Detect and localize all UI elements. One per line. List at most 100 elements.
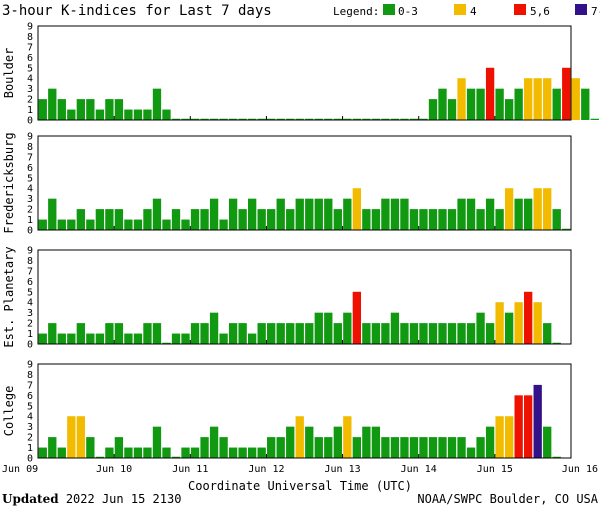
panel-1-bar-36: [381, 198, 390, 230]
panel-1-bar-52: [533, 188, 542, 230]
panel-3-y-tick-3: 3: [27, 422, 33, 433]
legend-swatch-3: [575, 4, 587, 15]
x-tick-4: Jun 13: [325, 464, 361, 475]
panel-3-bar-38: [400, 437, 409, 458]
panel-1-bar-12: [152, 198, 162, 230]
panel-2-bar-21: [238, 323, 247, 344]
panel-1-bar-46: [476, 209, 485, 230]
panel-3-bar-17: [200, 437, 209, 458]
panel-0-bar-9: [124, 109, 133, 120]
panel-2-y-tick-0: 0: [27, 340, 33, 351]
panel-3-bar-42: [438, 437, 447, 458]
panel-1-bar-28: [305, 198, 314, 230]
panel-0-bar-39: [409, 118, 419, 120]
panel-2-bar-48: [495, 302, 504, 344]
x-tick-1: Jun 10: [96, 464, 132, 475]
panel-1-bar-3: [67, 219, 76, 230]
panel-2-bar-27: [295, 323, 304, 344]
panel-0-bar-27: [295, 118, 304, 120]
panel-1-station-label: Fredericksburg: [2, 132, 16, 233]
panel-0-bar-7: [105, 99, 114, 120]
panel-1-y-tick-4: 4: [27, 184, 33, 195]
panel-2-bar-51: [524, 291, 533, 344]
panel-0-y-tick-7: 7: [27, 42, 33, 53]
panel-2-y-tick-4: 4: [27, 298, 33, 309]
panel-3-bar-13: [162, 447, 171, 458]
panel-3-bar-46: [476, 437, 485, 458]
panel-1-y-tick-9: 9: [27, 132, 33, 143]
panel-0-bar-23: [257, 118, 266, 120]
panel-0-bar-40: [419, 118, 428, 120]
panel-2-bar-39: [409, 323, 419, 344]
panel-1-bar-48: [495, 209, 504, 230]
panel-3-bar-23: [257, 447, 266, 458]
panel-0-station-label: Boulder: [2, 48, 16, 99]
panel-3-bar-52: [533, 384, 542, 458]
panel-0-bar-6: [95, 109, 105, 120]
panel-3-bar-51: [524, 395, 533, 458]
panel-2-bar-6: [95, 333, 105, 344]
panel-2-y-tick-7: 7: [27, 266, 33, 277]
legend-label: Legend:: [333, 5, 379, 18]
panel-0-bar-22: [247, 118, 257, 120]
panel-0-bar-44: [457, 78, 466, 120]
panel-0-bar-14: [171, 118, 181, 120]
panel-3-bar-32: [343, 416, 352, 458]
panel-1-bar-39: [409, 209, 419, 230]
panel-0-frame: [37, 25, 572, 121]
panel-0-bar-48: [495, 88, 504, 120]
panel-0-bar-13: [162, 109, 171, 120]
panel-2-bar-24: [267, 323, 276, 344]
legend: Legend: 0-3 4 5,6 7-9: [333, 4, 600, 18]
panel-0-y-tick-0: 0: [27, 116, 33, 127]
panel-0-bar-25: [276, 118, 285, 120]
panel-1-bar-20: [228, 198, 238, 230]
panel-2-bar-15: [181, 333, 190, 344]
panel-0-bar-8: [114, 99, 124, 120]
panel-0-bar-18: [209, 118, 219, 120]
panel-2-bar-52: [533, 302, 542, 344]
panel-1-bar-44: [457, 198, 466, 230]
panel-1-bar-13: [162, 219, 171, 230]
panel-1-bar-50: [514, 198, 523, 230]
panel-1-bar-26: [286, 209, 295, 230]
panel-2-bar-37: [390, 312, 400, 344]
panel-1-bar-53: [543, 188, 552, 230]
panel-3-bar-45: [466, 447, 476, 458]
panel-0-bar-33: [352, 118, 362, 120]
panel-0-bar-11: [143, 109, 152, 120]
panel-1-bar-40: [419, 209, 428, 230]
panel-2-frame: [37, 249, 572, 345]
panel-1-bar-29: [314, 198, 323, 230]
panel-0-bar-21: [238, 118, 247, 120]
panel-1-bar-7: [105, 209, 114, 230]
x-axis-label: Coordinate Universal Time (UTC): [188, 479, 412, 493]
panel-2-bar-28: [305, 323, 314, 344]
updated-value: 2022 Jun 15 2130: [66, 492, 182, 506]
legend-entry-3: 7-9: [591, 5, 600, 18]
panel-2-bar-42: [438, 323, 447, 344]
panel-0-bar-20: [228, 118, 238, 120]
panel-3-y-tick-7: 7: [27, 380, 33, 391]
panel-0-bar-29: [314, 118, 323, 120]
panel-2-bar-38: [400, 323, 409, 344]
panel-0-bar-46: [476, 88, 485, 120]
panel-0-bar-53: [543, 78, 552, 120]
panel-2-bar-23: [257, 323, 266, 344]
panel-1-bar-15: [181, 219, 190, 230]
panel-2-bar-4: [76, 323, 85, 344]
panel-0-y-tick-2: 2: [27, 95, 33, 106]
panel-2-y-tick-9: 9: [27, 246, 33, 257]
panel-0-y-tick-3: 3: [27, 84, 33, 95]
panel-1-bar-31: [333, 209, 342, 230]
panel-3-y-tick-9: 9: [27, 360, 33, 371]
panel-0-bar-3: [67, 109, 76, 120]
panel-2-bar-33: [352, 291, 362, 344]
panel-0-bar-47: [485, 67, 495, 120]
panel-2-bar-35: [371, 323, 381, 344]
x-tick-0: Jun 09: [2, 464, 38, 475]
panel-2-bar-12: [152, 323, 162, 344]
